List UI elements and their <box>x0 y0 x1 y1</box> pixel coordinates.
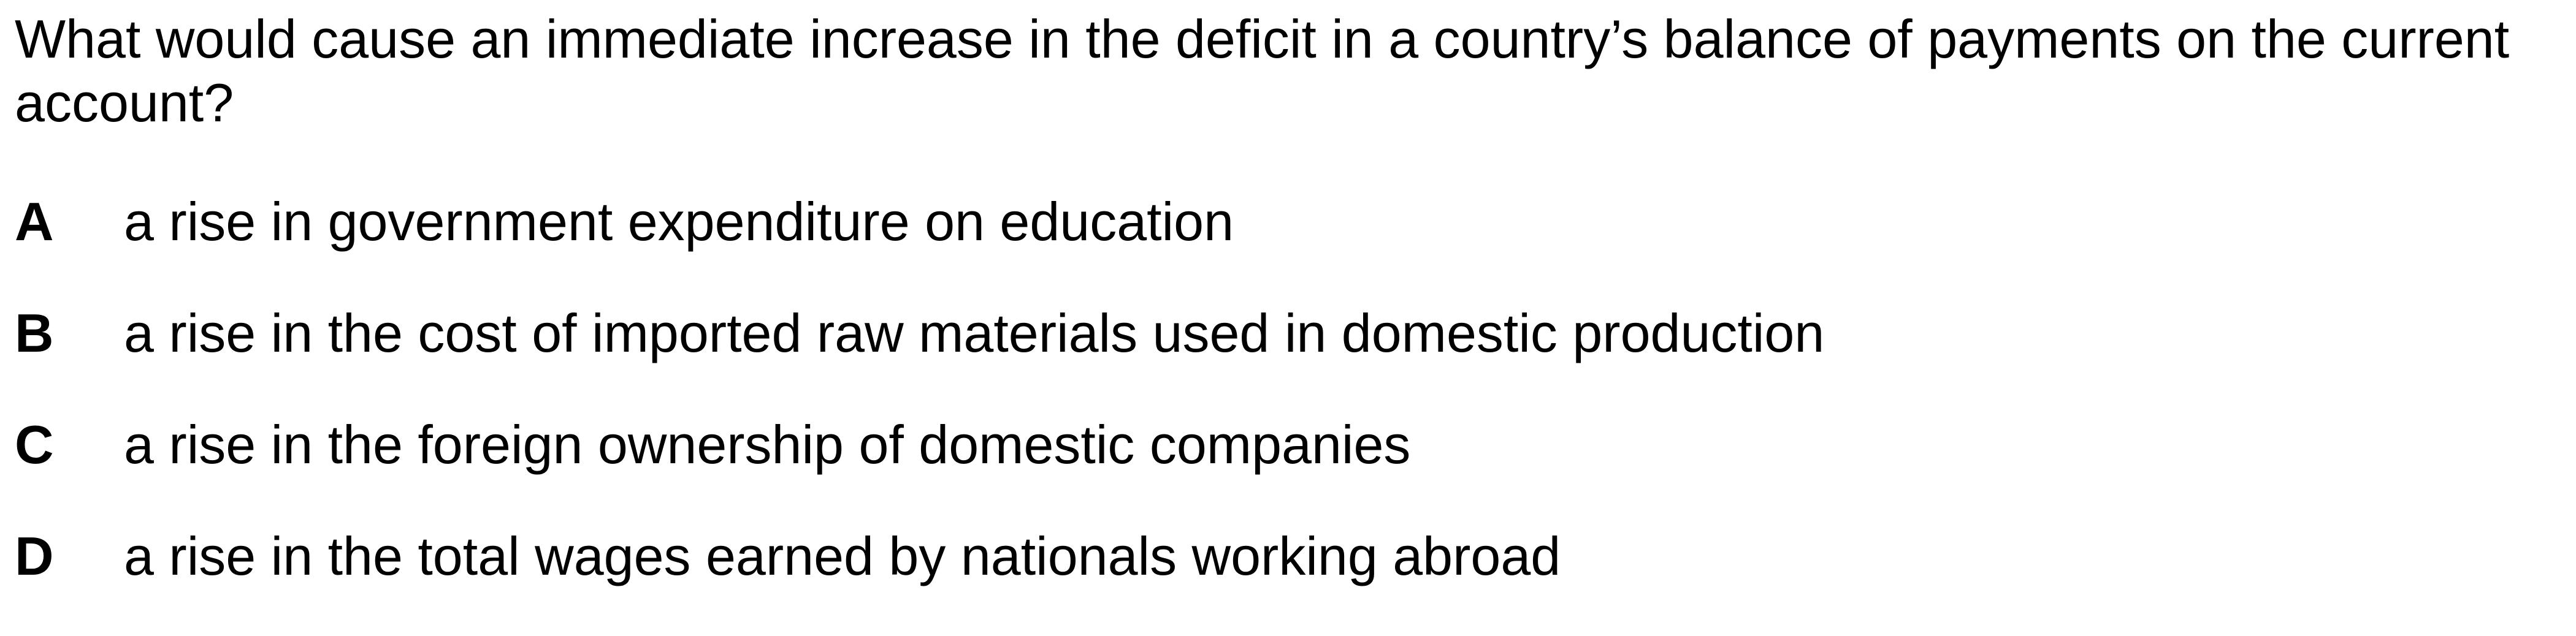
option-a: A a rise in government expenditure on ed… <box>15 190 1824 301</box>
option-text: a rise in the cost of imported raw mater… <box>124 303 1825 363</box>
option-text: a rise in the foreign ownership of domes… <box>124 414 1411 475</box>
option-b: B a rise in the cost of imported raw mat… <box>15 301 1824 413</box>
option-d: D a rise in the total wages earned by na… <box>15 524 1824 636</box>
option-letter: B <box>15 303 54 363</box>
option-text: a rise in government expenditure on educ… <box>124 191 1234 252</box>
option-letter: D <box>15 526 54 586</box>
option-c: C a rise in the foreign ownership of dom… <box>15 413 1824 524</box>
option-text: a rise in the total wages earned by nati… <box>124 526 1561 586</box>
option-letter: C <box>15 414 54 475</box>
answer-options-list: A a rise in government expenditure on ed… <box>15 190 1824 636</box>
question-text: What would cause an immediate increase i… <box>15 9 2510 133</box>
option-letter: A <box>15 191 54 252</box>
